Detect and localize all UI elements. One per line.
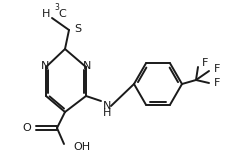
Text: C: C [58,9,66,19]
Text: F: F [202,58,208,68]
Text: 3: 3 [54,3,59,12]
Text: N: N [41,61,49,71]
Text: F: F [214,64,220,74]
Text: N: N [83,61,91,71]
Text: O: O [22,123,31,133]
Text: H: H [42,9,50,19]
Text: H: H [103,108,111,118]
Text: OH: OH [73,142,90,152]
Text: N: N [103,101,111,111]
Text: S: S [74,24,81,34]
Text: F: F [214,78,220,88]
